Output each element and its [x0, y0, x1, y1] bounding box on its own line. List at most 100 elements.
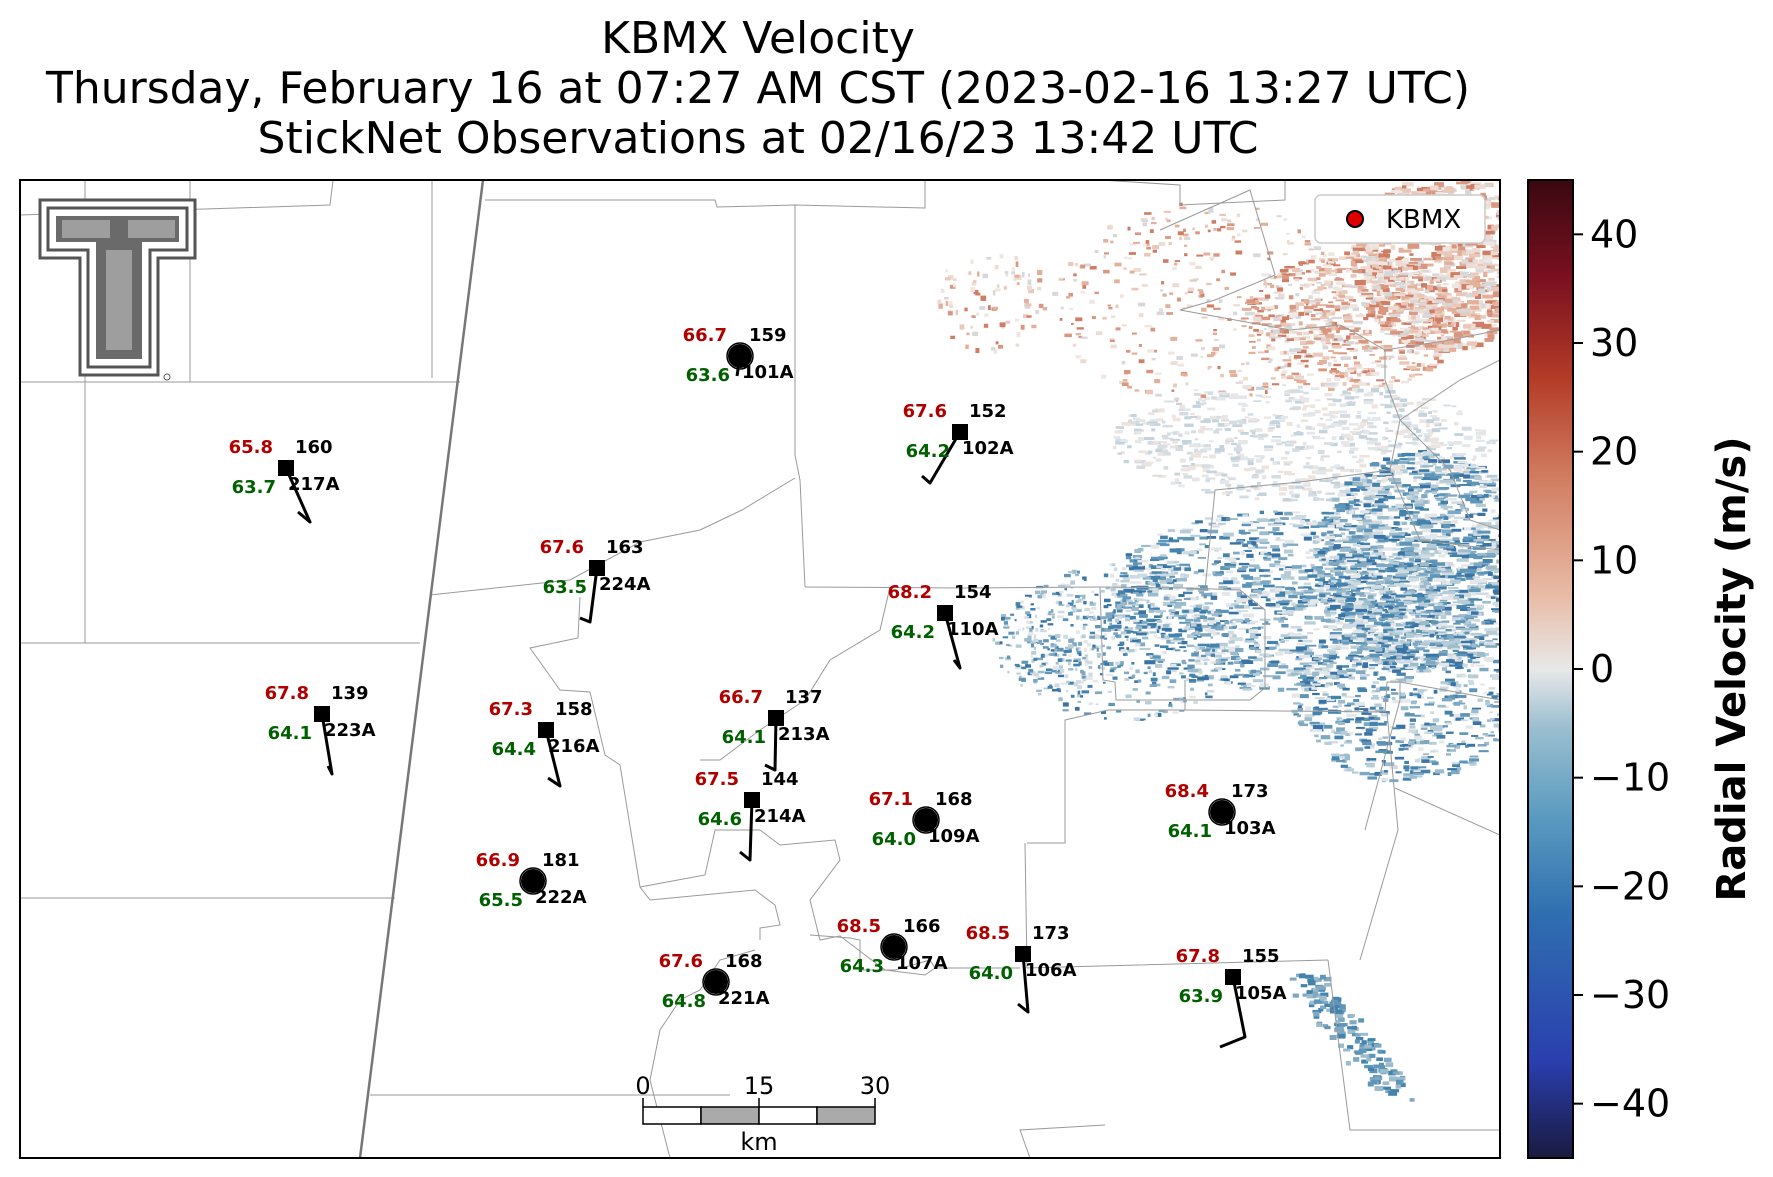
radar-echo-cell — [1368, 573, 1373, 577]
radar-echo-cell — [1315, 578, 1326, 581]
radar-echo-cell — [1249, 393, 1253, 397]
radar-echo-cell — [1387, 507, 1398, 512]
radar-echo-cell — [1314, 589, 1323, 593]
radar-echo-cell — [1400, 596, 1412, 600]
radar-echo-cell — [1434, 356, 1440, 361]
radar-echo-cell — [1457, 552, 1471, 555]
radar-echo-cell — [1364, 528, 1373, 533]
radar-echo-cell — [1342, 546, 1351, 549]
radar-echo-cell — [1316, 302, 1320, 306]
radar-echo-cell — [1121, 422, 1132, 426]
radar-echo-cell — [1073, 273, 1077, 277]
radar-echo-cell — [1276, 596, 1287, 600]
radar-echo-cell — [1392, 578, 1400, 582]
radar-echo-cell — [1164, 622, 1172, 626]
radar-echo-cell — [1472, 291, 1478, 297]
radar-echo-cell — [1170, 336, 1178, 341]
radar-echo-cell — [1162, 424, 1173, 428]
radar-echo-cell — [1329, 415, 1336, 419]
radar-echo-cell — [1392, 405, 1400, 408]
radar-echo-cell — [1255, 218, 1260, 222]
radar-echo-cell — [1128, 600, 1133, 604]
radar-echo-cell — [1270, 660, 1280, 664]
radar-echo-cell — [1389, 282, 1397, 287]
radar-echo-cell — [1481, 323, 1492, 329]
radar-echo-cell — [1198, 397, 1202, 402]
radar-echo-cell — [1232, 424, 1243, 428]
radar-echo-cell — [1265, 306, 1275, 309]
radar-echo-cell — [1362, 576, 1375, 579]
radar-echo-cell — [1410, 597, 1418, 601]
radar-echo-cell — [1363, 552, 1370, 555]
radar-echo-cell — [1259, 683, 1269, 688]
radar-echo-cell — [1348, 603, 1354, 608]
radar-echo-cell — [1238, 529, 1245, 534]
radar-echo-cell — [1329, 632, 1342, 636]
radar-echo-cell — [1406, 467, 1415, 470]
radar-echo-cell — [1376, 379, 1384, 382]
radar-echo-cell — [1257, 351, 1264, 354]
radar-echo-cell — [1162, 624, 1170, 628]
radar-echo-cell — [1157, 452, 1165, 456]
radar-echo-cell — [1310, 531, 1316, 536]
radar-echo-cell — [1417, 332, 1422, 337]
radar-echo-cell — [1173, 697, 1180, 701]
radar-echo-cell — [1372, 283, 1379, 288]
radar-echo-cell — [1308, 522, 1317, 526]
radar-echo-cell — [1378, 498, 1386, 501]
radar-echo-cell — [1376, 290, 1382, 296]
radar-echo-cell — [1141, 463, 1152, 467]
radar-echo-cell — [1375, 446, 1383, 449]
radar-echo-cell — [1413, 479, 1417, 483]
radar-echo-cell — [1404, 328, 1413, 333]
radar-echo-cell — [1467, 655, 1472, 658]
radar-echo-cell — [1152, 681, 1157, 686]
radar-echo-cell — [1325, 322, 1332, 326]
radar-echo-cell — [1164, 217, 1168, 220]
radar-echo-cell — [1340, 356, 1351, 360]
radar-echo-cell — [1462, 324, 1472, 329]
radar-echo-cell — [1336, 590, 1347, 593]
radar-echo-cell — [1377, 545, 1384, 549]
radar-echo-cell — [1229, 675, 1239, 679]
radar-echo-cell — [1367, 416, 1371, 421]
radar-echo-cell — [1339, 372, 1345, 375]
radar-echo-cell — [1495, 307, 1500, 313]
radar-echo-cell — [1476, 592, 1489, 595]
radar-echo-cell — [1089, 266, 1097, 270]
radar-echo-cell — [1200, 420, 1211, 423]
radar-echo-cell — [1423, 188, 1430, 192]
radar-echo-cell — [1433, 453, 1440, 456]
radar-echo-cell — [1362, 603, 1372, 606]
radar-echo-cell — [1475, 342, 1484, 348]
radar-echo-cell — [1189, 456, 1194, 461]
radar-echo-cell — [1129, 243, 1137, 246]
radar-echo-cell — [1241, 659, 1251, 662]
radar-echo-cell — [1345, 296, 1354, 300]
radar-echo-cell — [1382, 492, 1387, 497]
radar-echo-cell — [1307, 270, 1311, 273]
radar-echo-cell — [1284, 549, 1294, 554]
radar-echo-cell — [1253, 329, 1259, 332]
radar-echo-cell — [1285, 232, 1290, 235]
radar-echo-cell — [1468, 275, 1475, 278]
radar-echo-cell — [1325, 674, 1337, 679]
radar-echo-cell — [1177, 297, 1181, 302]
radar-echo-cell — [1169, 595, 1176, 600]
radar-echo-cell — [1385, 427, 1389, 431]
radar-echo-cell — [1340, 602, 1345, 606]
radar-echo-cell — [1456, 319, 1466, 322]
radar-echo-cell — [1328, 625, 1338, 629]
radar-echo-cell — [1326, 312, 1331, 316]
radar-echo-cell — [1320, 596, 1328, 600]
radar-echo-cell — [1240, 317, 1247, 322]
radar-echo-cell — [1360, 266, 1368, 271]
radar-echo-cell — [1339, 489, 1353, 494]
radar-echo-cell — [1394, 634, 1400, 639]
radar-echo-cell — [1456, 605, 1467, 609]
radar-echo-cell — [1147, 666, 1151, 669]
radar-echo-cell — [1451, 405, 1457, 408]
radar-echo-cell — [1386, 585, 1397, 587]
radar-echo-cell — [1464, 435, 1473, 440]
radar-echo-cell — [1306, 373, 1314, 376]
